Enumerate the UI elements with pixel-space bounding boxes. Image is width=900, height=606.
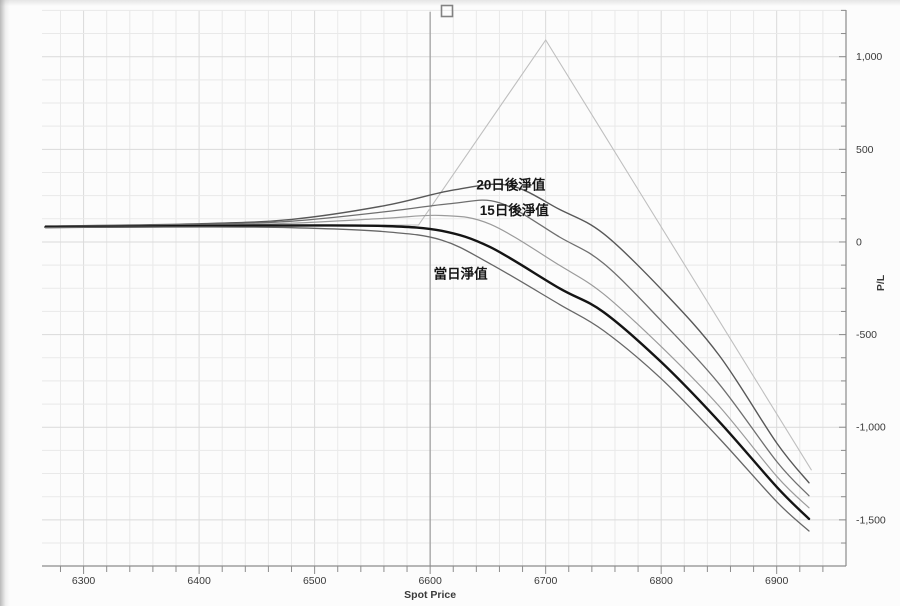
y-tick-label: 0 [856,236,862,248]
x-tick-label: 6400 [187,575,211,587]
x-tick-label: 6500 [303,575,327,587]
x-tick-label: 6300 [72,575,96,587]
curve-annotation: 20日後淨值 [476,176,546,192]
y-tick-label: -1,000 [856,422,886,434]
x-tick-label: 6900 [765,575,789,587]
series-curve-lower-curve [44,226,810,532]
legend-checkbox-icon[interactable] [440,4,454,18]
x-tick-label: 6800 [649,575,673,587]
x-axis-title: Spot Price [404,589,456,601]
y-tick-label: -1,500 [856,514,886,526]
y-tick-label: 1,000 [856,51,882,63]
x-tick-label: 6700 [534,575,558,587]
curve-annotation: 15日後淨值 [480,202,550,218]
y-tick-label: 500 [856,144,874,156]
series-curve-day15 [44,199,810,497]
x-tick-label: 6600 [418,575,442,587]
series-curve-today [44,224,811,521]
curve-annotation: 當日淨值 [434,265,488,281]
y-tick-label: -500 [856,329,877,341]
series-curve-day20 [44,183,810,484]
y-axis-title: P/L [875,274,887,291]
